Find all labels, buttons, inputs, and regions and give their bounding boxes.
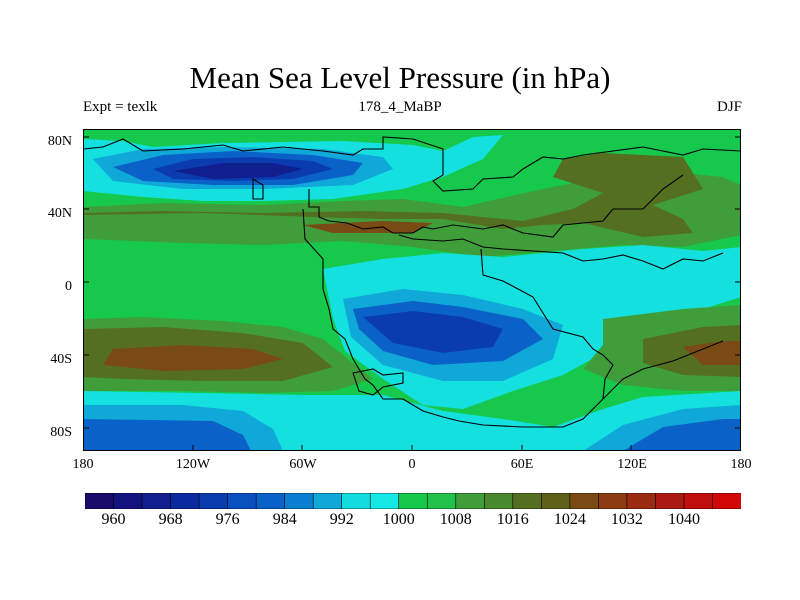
colorbar-swatch [655, 493, 685, 509]
colorbar-swatch [141, 493, 172, 509]
colorbar-label: 1016 [496, 511, 529, 528]
colorbar-label: 976 [215, 511, 240, 528]
colorbar-label: 968 [158, 511, 183, 528]
south-high-belt-core [103, 345, 283, 371]
colorbar [85, 493, 741, 509]
colorbar-swatch [512, 493, 542, 509]
lat-label-40n: 40N [47, 206, 72, 221]
coastline-central [302, 208, 614, 428]
coastline-island-north [252, 178, 264, 200]
colorbar-swatch [312, 493, 343, 509]
colorbar-label: 960 [101, 511, 126, 528]
colorbar-swatch [341, 493, 371, 509]
pressure-map [83, 129, 741, 451]
lon-label-180e: 180 [730, 457, 752, 472]
colorbar-label: 992 [329, 511, 354, 528]
colorbar-swatch [541, 493, 571, 509]
season-label: DJF [716, 99, 742, 115]
north-pacific-core [173, 163, 303, 179]
colorbar-label: 1008 [439, 511, 472, 528]
lon-label-60e: 60E [510, 457, 534, 472]
lat-ticks [83, 136, 741, 429]
colorbar-label: 1040 [668, 511, 700, 528]
colorbar-swatch [712, 493, 741, 509]
colorbar-swatch [569, 493, 599, 509]
coastline-peninsula [352, 368, 404, 396]
colorbar-label: 1032 [610, 511, 643, 528]
southern-ocean-blue-east-2 [623, 419, 741, 451]
colorbar-label: 1024 [553, 511, 586, 528]
lon-label-180w: 180 [72, 457, 94, 472]
lat-label-80n: 80N [47, 134, 72, 149]
southern-ocean-blue-2 [83, 419, 251, 451]
coastline-north [83, 136, 741, 192]
colorbar-swatch [398, 493, 428, 509]
lon-label-120w: 120W [175, 457, 211, 472]
period-label: 178_4_MaBP [358, 99, 442, 115]
lat-label-40s: 40S [50, 352, 72, 367]
north-high-core [303, 221, 433, 233]
colorbar-swatch [85, 493, 115, 509]
chart-title: Mean Sea Level Pressure (in hPa) [189, 60, 611, 95]
colorbar-swatch [284, 493, 314, 509]
experiment-label: Expt = texlk [83, 99, 158, 115]
coastlines [83, 136, 741, 428]
north-high-belt-2 [83, 153, 703, 237]
lat-label-equator: 0 [65, 279, 72, 294]
lon-label-0: 0 [408, 457, 416, 472]
lon-ticks [192, 445, 632, 451]
colorbar-swatch [227, 493, 257, 509]
south-atlantic-blue-3 [363, 311, 503, 353]
colorbar-label: 984 [272, 511, 297, 528]
colorbar-swatch [369, 493, 400, 509]
colorbar-swatch [626, 493, 657, 509]
colorbar-swatch [198, 493, 229, 509]
colorbar-label: 1000 [382, 511, 415, 528]
lat-label-80s: 80S [50, 425, 72, 440]
colorbar-swatch [113, 493, 143, 509]
colorbar-swatch [170, 493, 200, 509]
coastline-south-east [602, 340, 724, 400]
colorbar-swatch [455, 493, 485, 509]
colorbar-swatch [683, 493, 714, 509]
lon-label-60w: 60W [289, 457, 317, 472]
coastline-west-margin [308, 174, 684, 238]
lon-label-120e: 120E [617, 457, 647, 472]
colorbar-swatch [483, 493, 514, 509]
colorbar-swatch [426, 493, 457, 509]
colorbar-swatch [598, 493, 628, 509]
coastline-tethys [398, 234, 724, 270]
south-indian-high-core [683, 341, 741, 365]
colorbar-swatch [255, 493, 286, 509]
